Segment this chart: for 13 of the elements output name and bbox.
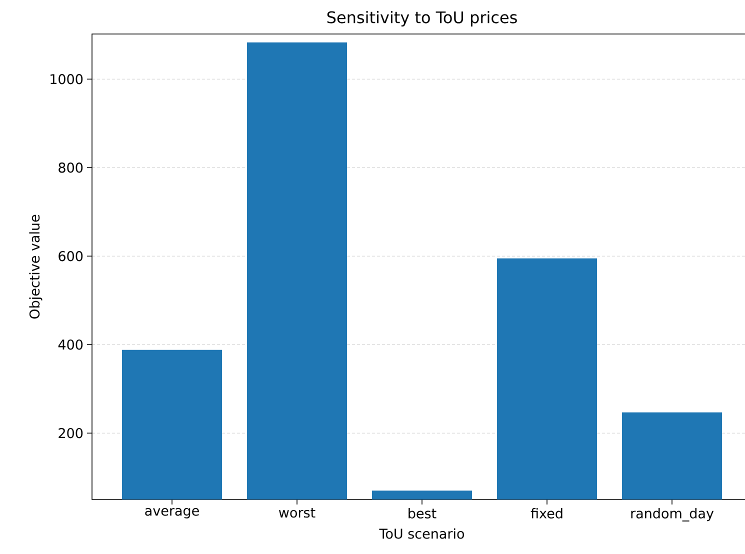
x-tick-label: random_day [631,508,714,522]
x-tick-label: best [408,508,436,518]
y-tick-label: 800 [58,162,83,173]
chart-title: Sensitivity to ToU prices [327,10,517,26]
y-tick-label: 200 [58,428,83,438]
y-tick-label: 600 [58,251,83,262]
y-tick-label: 400 [58,340,83,350]
x-axis-title: ToU scenario [379,528,464,539]
y-tick-label: 1000 [50,74,83,84]
x-tick-label: average [145,508,199,518]
x-tick-label: fixed [530,508,562,518]
x-tick-label: worst [278,508,316,518]
y-axis-title: Objective value [29,214,42,319]
